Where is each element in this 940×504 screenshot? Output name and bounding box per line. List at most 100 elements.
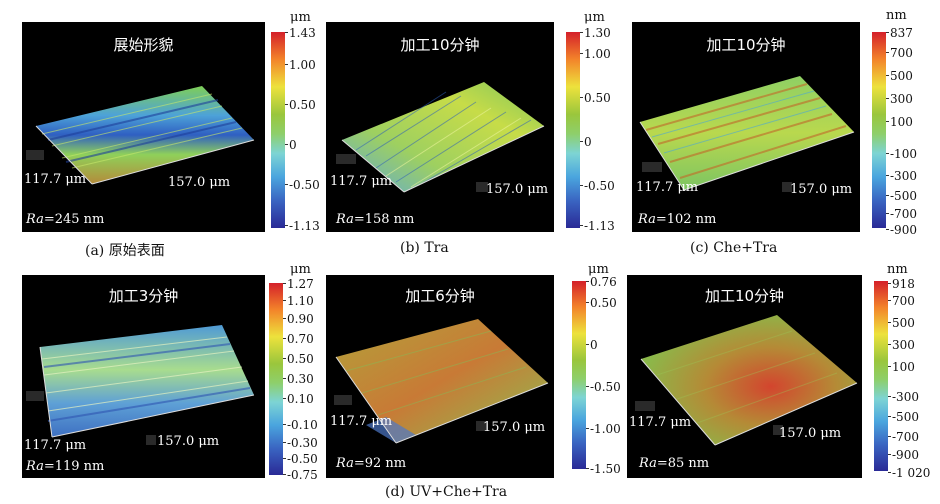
colorbar-tick: 0.10	[283, 392, 314, 406]
scale-marker	[476, 421, 486, 431]
colorbar-tick: -0.50	[586, 380, 621, 394]
colorbar-tick: 500	[888, 316, 915, 330]
panel-title: 加工10分钟	[706, 36, 786, 54]
colorbar-tick: 1.10	[283, 294, 314, 308]
colorbar-tick: 1.00	[580, 47, 611, 61]
ra-value: =92 nm	[353, 456, 407, 471]
ra-symbol: Ra	[26, 212, 44, 227]
ra-value: =245 nm	[43, 212, 105, 227]
colorbar-tick: -500	[888, 410, 919, 424]
colorbar-unit: μm	[584, 10, 605, 25]
surface-plot-a	[35, 86, 255, 185]
y-dimension-label: 117.7 μm	[330, 414, 393, 429]
colorbar-tick: 837	[886, 26, 913, 40]
colorbar-tick: 0	[586, 338, 598, 352]
colorbar-tick: -1.13	[285, 219, 320, 233]
ra-symbol: Ra	[336, 212, 354, 227]
colorbar-unit: nm	[886, 8, 907, 23]
colorbar-tick: 0.70	[283, 332, 314, 346]
scale-marker	[642, 162, 662, 172]
colorbar-tick: -0.50	[580, 179, 615, 193]
y-dimension-label: 117.7 μm	[24, 438, 87, 453]
colorbar-tick: 1.00	[285, 58, 316, 72]
colorbar-unit: μm	[290, 262, 311, 277]
x-dimension-label: 157.0 μm	[779, 426, 842, 441]
scale-marker	[26, 150, 44, 160]
colorbar-tick: 1.30	[580, 26, 611, 40]
caption-c: (c) Che+Tra	[690, 240, 778, 256]
roughness-label: Ra=92 nm	[336, 456, 406, 471]
surface-plot-c	[639, 76, 855, 191]
ra-value: =158 nm	[353, 212, 415, 227]
colorbar-tick: -700	[888, 430, 919, 444]
scale-marker	[146, 435, 156, 445]
x-dimension-label: 157.0 μm	[157, 434, 220, 449]
scale-marker	[782, 182, 792, 192]
x-dimension-label: 157.0 μm	[168, 175, 231, 190]
caption-d: (d) UV+Che+Tra	[385, 484, 508, 500]
colorbar-tick: 100	[888, 360, 915, 374]
x-dimension-label: 157.0 μm	[790, 182, 853, 197]
panel-title: 加工3分钟	[108, 287, 179, 305]
colorbar-tick: 0.30	[283, 372, 314, 386]
y-dimension-label: 117.7 μm	[24, 172, 87, 187]
panel-title: 展始形貌	[113, 36, 174, 54]
colorbar-tick: 0.50	[586, 296, 617, 310]
colorbar-tick: 0.50	[285, 98, 316, 112]
surface-plot-f	[640, 315, 858, 446]
scale-marker	[476, 182, 488, 192]
colorbar-tick: -0.75	[283, 468, 318, 482]
panel-title: 加工10分钟	[704, 287, 785, 305]
scale-marker	[336, 154, 356, 164]
surface-plot-d	[39, 325, 255, 438]
colorbar: 1.27 1.10 0.90 0.70 0.50 0.30 0.10 -0.10…	[269, 278, 318, 481]
ra-value: =119 nm	[43, 459, 105, 474]
scale-marker	[773, 425, 783, 435]
scale-marker	[334, 395, 352, 405]
ra-symbol: Ra	[638, 212, 656, 227]
roughness-label: Ra=102 nm	[638, 212, 716, 227]
ra-symbol: Ra	[639, 456, 657, 471]
panel-title: 加工6分钟	[405, 287, 475, 305]
colorbar-tick: -300	[888, 390, 919, 404]
colorbar-tick: 700	[886, 46, 913, 60]
colorbar: 837 700 500 300 100 -100 -300 -500 -700 …	[872, 27, 917, 236]
colorbar-tick: 0.90	[283, 312, 314, 326]
colorbar-tick: -1.50	[586, 462, 621, 476]
colorbar-tick: 700	[888, 294, 915, 308]
colorbar: 1.30 1.00 0.50 0 -0.50 -1.13	[566, 27, 615, 232]
surface-image-d: 加工3分钟 117.7 μm 157.0 μm Ra=119 nm	[22, 275, 265, 478]
colorbar-unit: μm	[290, 10, 311, 25]
y-dimension-label: 117.7 μm	[330, 174, 393, 189]
colorbar-tick: -0.30	[283, 436, 318, 450]
colorbar-tick: -0.50	[285, 178, 320, 192]
colorbar-tick: 300	[888, 338, 915, 352]
panel-title: 加工10分钟	[400, 36, 480, 54]
colorbar-tick: -100	[886, 147, 917, 161]
colorbar-tick: -900	[886, 223, 917, 237]
colorbar-tick: -900	[888, 448, 919, 462]
roughness-label: Ra=245 nm	[26, 212, 104, 227]
x-dimension-label: 157.0 μm	[486, 182, 549, 197]
colorbar: 0.76 0.50 0 -0.50 -1.00 -1.50	[572, 276, 621, 475]
colorbar-unit: μm	[588, 262, 609, 277]
colorbar-tick: 1.43	[285, 26, 316, 40]
colorbar-tick: 0.76	[586, 275, 617, 289]
colorbar-tick: 0	[580, 135, 592, 149]
caption-a: (a) 原始表面	[85, 243, 165, 259]
colorbar-tick: 0	[285, 138, 297, 152]
surface-plot-e	[335, 319, 549, 444]
y-dimension-label: 117.7 μm	[636, 180, 699, 195]
colorbar-tick: -500	[886, 189, 917, 203]
colorbar-tick: -1.13	[580, 219, 615, 233]
colorbar-tick: 300	[886, 92, 913, 106]
surface-image-a: 展始形貌 117.7 μm 157.0 μm Ra=245 nm	[22, 22, 265, 232]
x-dimension-label: 157.0 μm	[483, 420, 546, 435]
colorbar-tick: -700	[886, 207, 917, 221]
ra-value: =102 nm	[655, 212, 717, 227]
surface-image-e: 加工6分钟 117.7 μm 157.0 μm Ra=92 nm	[326, 275, 554, 478]
colorbar-tick: -1.00	[586, 422, 621, 436]
ra-symbol: Ra	[26, 459, 44, 474]
roughness-label: Ra=119 nm	[26, 459, 104, 474]
colorbar-tick: 1.27	[283, 277, 314, 291]
